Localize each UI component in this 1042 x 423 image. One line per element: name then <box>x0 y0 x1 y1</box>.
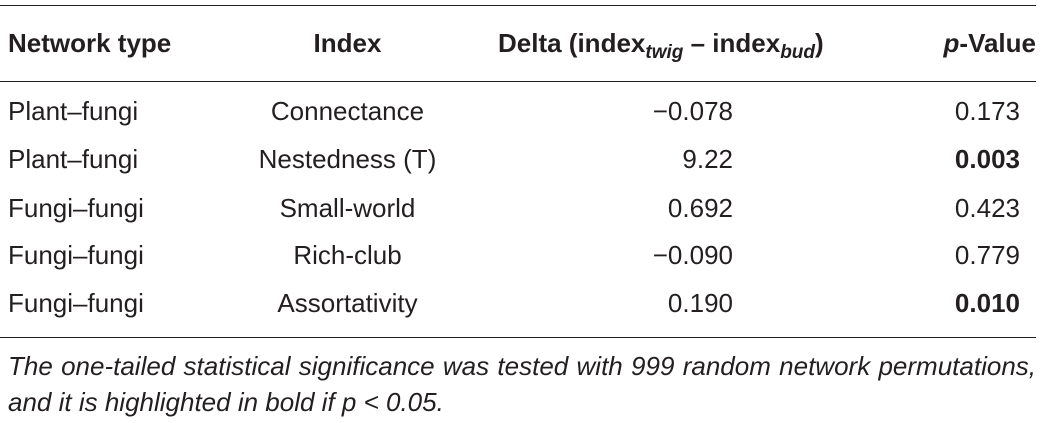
table-row: Fungi–fungi Assortativity 0.190 0.010 <box>0 279 1036 327</box>
header-p-value: p-Value <box>900 19 1036 67</box>
cell-index: Assortativity <box>277 288 418 318</box>
header-delta: Delta (indextwig – indexbud) <box>498 19 824 67</box>
cell-network-type: Plant–fungi <box>8 96 139 126</box>
header-network-type: Network type <box>8 28 172 58</box>
cell-index: Nestedness (T) <box>258 144 437 174</box>
cell-p-value-significant: 0.010 <box>954 288 1020 318</box>
cell-network-type: Fungi–fungi <box>8 288 144 318</box>
top-rule <box>0 5 1036 6</box>
header-delta-suffix: ) <box>815 28 824 58</box>
table-row: Fungi–fungi Small-world 0.692 0.423 <box>0 184 1036 232</box>
cell-delta: −0.078 <box>652 96 733 126</box>
cell-p-value: 0.423 <box>954 193 1020 223</box>
cell-index: Small-world <box>279 193 416 223</box>
cell-delta: 0.190 <box>667 288 733 318</box>
table-row: Fungi–fungi Rich-club −0.090 0.779 <box>0 231 1036 279</box>
header-p-italic: p <box>943 28 960 58</box>
header-rule <box>0 81 1036 82</box>
header-p-suffix: -Value <box>959 28 1036 58</box>
cell-delta: 0.692 <box>667 193 733 223</box>
cell-index: Rich-club <box>293 240 402 270</box>
cell-delta: −0.090 <box>652 240 733 270</box>
cell-network-type: Fungi–fungi <box>8 240 144 270</box>
header-delta-mid: – index <box>683 28 781 58</box>
header-delta-sub-twig: twig <box>645 42 684 63</box>
bottom-rule <box>0 337 1036 338</box>
cell-index: Connectance <box>270 96 425 126</box>
cell-network-type: Fungi–fungi <box>8 193 144 223</box>
cell-p-value: 0.173 <box>954 96 1020 126</box>
table-footnote: The one-tailed statistical significance … <box>8 351 1036 417</box>
header-row: Network type Index Delta (indextwig – in… <box>0 19 1036 67</box>
cell-network-type: Plant–fungi <box>8 144 139 174</box>
header-delta-prefix: Delta (index <box>498 28 646 58</box>
cell-delta: 9.22 <box>682 144 733 174</box>
header-delta-sub-bud: bud <box>780 42 816 63</box>
cell-p-value: 0.779 <box>954 240 1020 270</box>
header-index: Index <box>313 28 382 58</box>
cell-p-value-significant: 0.003 <box>954 144 1020 174</box>
table-row: Plant–fungi Nestedness (T) 9.22 0.003 <box>0 135 1036 183</box>
table-row: Plant–fungi Connectance −0.078 0.173 <box>0 87 1036 135</box>
